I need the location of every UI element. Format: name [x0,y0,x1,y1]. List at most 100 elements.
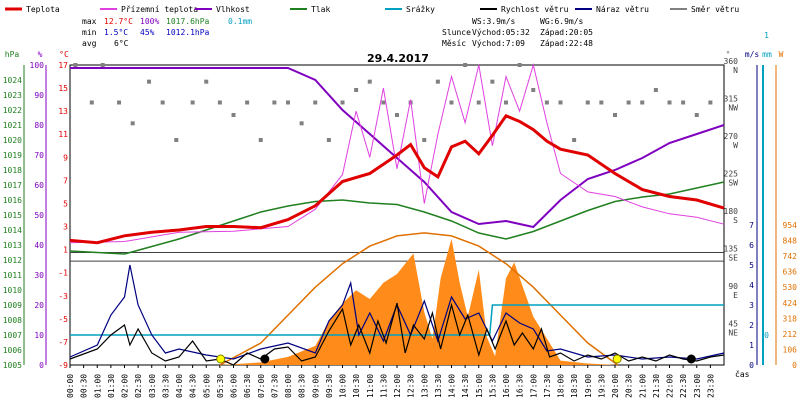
moon-marker-0 [260,354,270,364]
temperature-tick-7: 7 [63,176,68,185]
x-tick-08:30: 08:30 [298,374,307,398]
wind-tick-4: 4 [749,281,754,290]
direction-tick-180: 180 [724,207,739,216]
wind-axis-title: m/s [745,50,760,59]
wind-direction-point-19 [340,100,345,105]
legend-label-3: Tlak [311,5,330,14]
x-tick-22:30: 22:30 [679,374,688,398]
humidity-tick-60: 60 [34,181,44,190]
wind-direction-point-34 [544,100,549,105]
x-tick-03:00: 03:00 [148,374,157,398]
pressure-tick-1021: 1021 [3,121,22,130]
solar-tick-424: 424 [783,299,798,308]
wind-direction-point-20 [354,88,359,92]
x-tick-21:30: 21:30 [652,374,661,398]
x-tick-21:00: 21:00 [638,374,647,398]
x-tick-23:00: 23:00 [693,374,702,398]
humidity-tick-20: 20 [34,301,44,310]
avg-label: avg [82,39,97,48]
wind-tick-7: 7 [749,221,754,230]
moonrise: Východ:7:09 [472,39,525,48]
humidity-tick-40: 40 [34,241,44,250]
statistics-panel: max 12.7°C 100% 1017.6hPa 0.1mm min 1.5°… [82,17,593,48]
humidity-tick-50: 50 [34,211,44,220]
wind-gust-line [69,264,725,360]
humidity-tick-10: 10 [34,331,44,340]
wind-direction-point-17 [313,100,318,105]
wind-direction-point-23 [395,113,399,117]
moon-marker-1 [686,354,696,364]
sun-marker-1 [612,354,622,364]
x-tick-20:30: 20:30 [625,374,634,398]
sun-label: Slunce [442,28,471,37]
x-tick-02:30: 02:30 [134,374,143,398]
x-tick-12:00: 12:00 [393,374,402,398]
time-axis-title: čas [735,369,750,379]
wind-tick-2: 2 [749,321,754,330]
humidity-tick-30: 30 [34,271,44,280]
sunset: Západ:20:05 [540,28,593,37]
wind-direction-point-16 [299,121,304,126]
x-tick-16:00: 16:00 [502,374,511,398]
x-tick-17:00: 17:00 [529,374,538,398]
max-temp: 12.7°C [104,17,133,26]
direction-tick-270: 270 [724,132,739,141]
wind-direction-point-36 [572,138,577,142]
pressure-tick-1018: 1018 [3,166,22,175]
temperature-tick--7: -7 [58,338,68,347]
temperature-tick-13: 13 [58,107,68,116]
wind-direction-point-12 [245,100,250,105]
x-tick-20:00: 20:00 [611,374,620,398]
direction-tick-90: 90 [728,282,738,291]
x-tick-00:00: 00:00 [66,374,75,398]
x-tick-13:00: 13:00 [420,374,429,398]
humidity-tick-0: 0 [39,361,44,370]
direction-tick-315: 315 [724,95,739,104]
pressure-tick-1019: 1019 [3,151,22,160]
x-tick-07:30: 07:30 [270,374,279,398]
x-tick-16:30: 16:30 [516,374,525,398]
moonset: Západ:22:48 [540,39,593,48]
sunrise: Východ:05:32 [472,28,530,37]
direction-tick-225: 225 [724,170,739,179]
temperature-tick-15: 15 [58,84,68,93]
min-label: min [82,28,97,37]
min-humidity: 45% [140,28,155,37]
pressure-tick-1012: 1012 [3,256,22,265]
max-humidity: 100% [140,17,159,26]
wind-direction-point-8 [190,100,195,105]
wind-direction-point-38 [599,100,604,105]
legend-label-4: Srážky [406,5,435,14]
x-tick-12:30: 12:30 [407,374,416,398]
x-tick-06:00: 06:00 [230,374,239,398]
wind-direction-point-35 [558,100,563,105]
pressure-tick-1005: 1005 [3,361,22,370]
max-rain: 0.1mm [228,17,252,26]
wind-direction-point-7 [174,138,179,142]
wind-direction-point-22 [381,100,386,105]
wind-direction-point-10 [217,100,222,105]
humidity-line [70,67,725,229]
humidity-tick-90: 90 [34,91,44,100]
x-tick-18:00: 18:00 [557,374,566,398]
solar-tick-742: 742 [783,252,798,261]
wind-tick-0: 0 [749,361,754,370]
solar-tick-636: 636 [783,268,798,277]
wind-speed-stat: WS:3.9m/s [472,17,516,26]
rain-tick-1: 1 [764,31,769,40]
wind-direction-point-45 [694,113,699,117]
solar-axis-title: W [779,50,784,59]
direction-tick-135: 135 [724,245,739,254]
solar-tick-530: 530 [783,283,798,292]
solar-tick-318: 318 [783,314,798,323]
x-tick-23:30: 23:30 [706,374,715,398]
wind-tick-5: 5 [749,261,754,270]
temperature-axis-title: °C [59,50,69,59]
pressure-tick-1024: 1024 [3,76,22,85]
ground-temperature-line [69,63,725,244]
x-tick-18:30: 18:30 [570,374,579,398]
wind-direction-point-31 [504,100,508,105]
pressure-line [69,181,725,255]
x-tick-00:30: 00:30 [80,374,89,398]
wind-direction-point-41 [640,100,645,105]
